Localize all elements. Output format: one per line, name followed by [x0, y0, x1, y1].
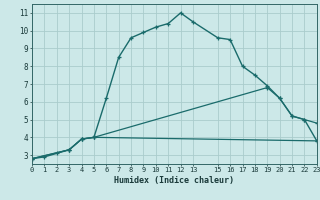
X-axis label: Humidex (Indice chaleur): Humidex (Indice chaleur): [115, 176, 234, 185]
